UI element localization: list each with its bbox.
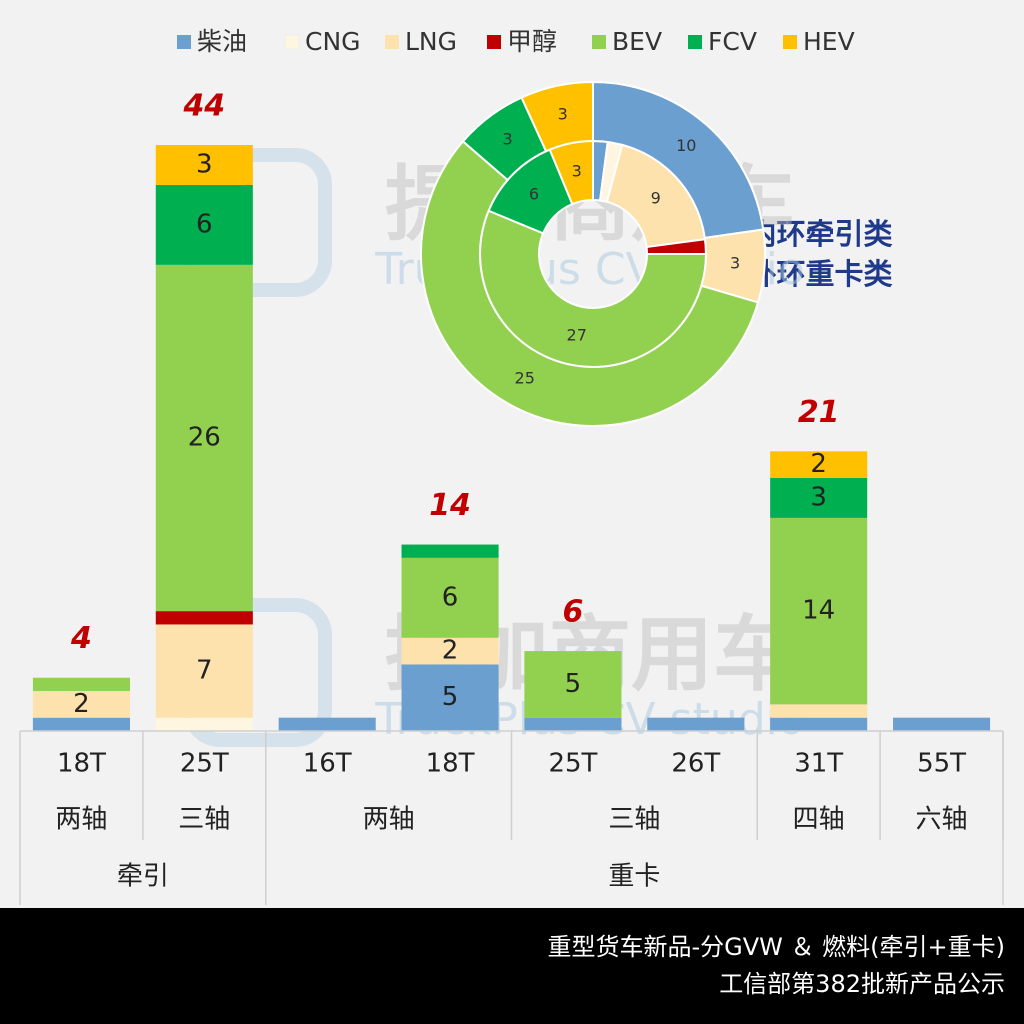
legend-label: 柴油	[197, 27, 247, 56]
donut-label: 27	[567, 325, 587, 344]
legend-label: CNG	[305, 27, 361, 56]
legend-label: 甲醇	[507, 27, 557, 56]
bar-segment	[155, 624, 253, 718]
donut-label: 9	[651, 188, 661, 207]
donut-label: 3	[558, 104, 568, 123]
x-tick-label: 18T	[57, 749, 106, 779]
footer-band	[0, 908, 1024, 1024]
bar-segment	[155, 184, 253, 265]
bar-value-label: 7	[196, 656, 213, 686]
x-subgroup-label: 三轴	[608, 805, 660, 835]
donut-annotation: 外环重卡类	[747, 257, 892, 291]
donut-label: 3	[572, 162, 582, 181]
legend-label: FCV	[708, 27, 757, 56]
total-label: 21	[798, 395, 840, 430]
x-subgroup-label: 两轴	[55, 805, 107, 835]
x-subgroup-label: 两轴	[363, 805, 415, 835]
x-subgroup-label: 四轴	[793, 805, 845, 835]
x-tick-label: 55T	[917, 749, 966, 779]
footer-line: 工信部第382批新产品公示	[719, 970, 1005, 998]
bar-value-label: 3	[810, 482, 827, 512]
legend-swatch	[487, 35, 501, 49]
bar-segment	[524, 651, 622, 718]
bar-segment	[155, 611, 253, 625]
x-group-label: 牵引	[117, 862, 169, 892]
bar-segment	[278, 717, 376, 731]
x-tick-label: 25T	[180, 749, 229, 779]
bar-segment	[155, 145, 253, 185]
x-group-label: 重卡	[608, 862, 660, 892]
bar-segment	[647, 717, 745, 731]
donut-label: 25	[515, 369, 535, 388]
bar-value-label: 5	[442, 682, 459, 712]
bar-value-label: 2	[442, 636, 459, 666]
bar-segment	[155, 717, 253, 731]
footer-line: 重型货车新品-分GVW ＆ 燃料(牵引+重卡)	[548, 933, 1006, 961]
bar-value-label: 2	[810, 449, 827, 479]
legend-label: BEV	[612, 27, 662, 56]
bar-value-label: 6	[442, 582, 459, 612]
donut-label: 6	[529, 184, 539, 203]
bar-value-label: 14	[802, 596, 835, 626]
legend-swatch	[177, 35, 191, 49]
legend-swatch	[284, 34, 300, 50]
x-tick-label: 18T	[426, 749, 475, 779]
donut-slice	[520, 80, 594, 153]
x-tick-label: 25T	[548, 749, 597, 779]
x-tick-label: 31T	[794, 749, 843, 779]
bar-value-label: 2	[73, 689, 90, 719]
donut-label: 10	[676, 136, 696, 155]
bar-value-label: 6	[196, 209, 213, 239]
x-subgroup-label: 三轴	[178, 805, 230, 835]
bar-segment	[401, 637, 499, 665]
legend-swatch	[783, 35, 797, 49]
total-label: 44	[182, 89, 225, 124]
donut-label: 3	[730, 254, 740, 273]
donut-slice	[420, 139, 760, 427]
bar-segment	[770, 717, 868, 731]
total-label: 4	[70, 621, 92, 656]
bar-value-label: 26	[188, 423, 221, 453]
bar-segment	[770, 517, 868, 705]
bar-segment	[770, 477, 868, 518]
bar-segment	[32, 717, 130, 731]
total-label: 6	[563, 595, 584, 630]
legend-label: LNG	[405, 27, 457, 56]
x-tick-label: 26T	[671, 749, 720, 779]
bar-value-label: 5	[565, 669, 582, 699]
bar-value-label: 3	[196, 149, 213, 179]
bar-segment	[401, 544, 499, 558]
bar-segment	[524, 717, 622, 731]
bar-segment	[770, 451, 868, 478]
bar-segment	[32, 677, 130, 692]
legend-label: HEV	[803, 27, 855, 56]
bar-segment	[770, 704, 868, 718]
total-label: 14	[429, 488, 471, 523]
x-tick-label: 16T	[303, 749, 352, 779]
donut-annotation: 内环牵引类	[747, 217, 892, 251]
legend-swatch	[688, 35, 702, 49]
bar-segment	[155, 264, 253, 612]
legend-swatch	[592, 35, 606, 49]
x-subgroup-label: 六轴	[916, 805, 968, 835]
legend-swatch	[385, 35, 399, 49]
donut-label: 3	[503, 129, 513, 148]
bar-segment	[893, 717, 991, 731]
bar-segment	[401, 557, 499, 638]
bar-segment	[401, 664, 499, 731]
bar-segment	[32, 691, 130, 718]
